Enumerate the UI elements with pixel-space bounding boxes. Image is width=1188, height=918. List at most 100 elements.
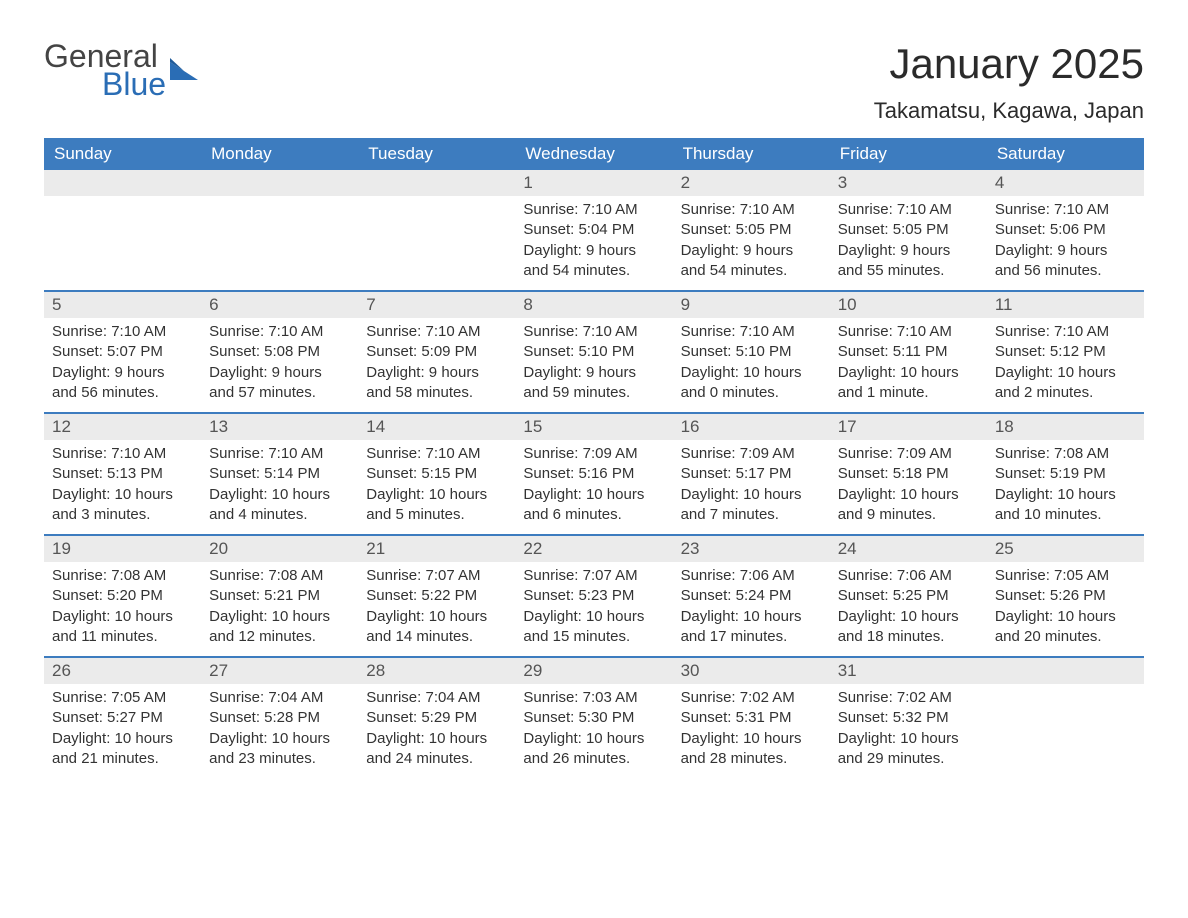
detail-line: Daylight: 10 hours [52,729,193,749]
day-number: 2 [673,170,830,196]
day-details [44,196,201,208]
detail-line: Sunrise: 7:10 AM [838,200,979,220]
detail-line: Sunrise: 7:04 AM [366,688,507,708]
calendar-cell: 31Sunrise: 7:02 AMSunset: 5:32 PMDayligh… [830,658,987,778]
detail-line: Sunrise: 7:09 AM [681,444,822,464]
detail-line: and 12 minutes. [209,627,350,647]
detail-line: Sunset: 5:10 PM [523,342,664,362]
detail-line: Daylight: 10 hours [995,363,1136,383]
detail-line: and 14 minutes. [366,627,507,647]
detail-line: Sunrise: 7:08 AM [52,566,193,586]
logo: General Blue [44,40,198,100]
calendar-cell: 22Sunrise: 7:07 AMSunset: 5:23 PMDayligh… [515,536,672,656]
calendar-cell: 12Sunrise: 7:10 AMSunset: 5:13 PMDayligh… [44,414,201,534]
day-number [201,170,358,196]
detail-line: Sunset: 5:21 PM [209,586,350,606]
day-header: Wednesday [515,138,672,170]
day-number: 30 [673,658,830,684]
day-details: Sunrise: 7:10 AMSunset: 5:10 PMDaylight:… [515,318,672,411]
detail-line: and 56 minutes. [52,383,193,403]
weeks-container: 1Sunrise: 7:10 AMSunset: 5:04 PMDaylight… [44,170,1144,778]
detail-line: Sunrise: 7:06 AM [681,566,822,586]
day-number: 13 [201,414,358,440]
day-number: 27 [201,658,358,684]
calendar-cell: 23Sunrise: 7:06 AMSunset: 5:24 PMDayligh… [673,536,830,656]
detail-line: Sunrise: 7:02 AM [681,688,822,708]
week-row: 12Sunrise: 7:10 AMSunset: 5:13 PMDayligh… [44,412,1144,534]
detail-line: Sunrise: 7:05 AM [995,566,1136,586]
logo-flag-icon [170,58,198,80]
day-number: 23 [673,536,830,562]
day-number: 15 [515,414,672,440]
detail-line: and 56 minutes. [995,261,1136,281]
detail-line: Sunrise: 7:02 AM [838,688,979,708]
day-header: Saturday [987,138,1144,170]
detail-line: Sunset: 5:17 PM [681,464,822,484]
day-details: Sunrise: 7:10 AMSunset: 5:05 PMDaylight:… [673,196,830,289]
calendar-cell: 21Sunrise: 7:07 AMSunset: 5:22 PMDayligh… [358,536,515,656]
detail-line: and 9 minutes. [838,505,979,525]
calendar-cell: 28Sunrise: 7:04 AMSunset: 5:29 PMDayligh… [358,658,515,778]
day-details: Sunrise: 7:02 AMSunset: 5:31 PMDaylight:… [673,684,830,777]
detail-line: Sunrise: 7:10 AM [995,322,1136,342]
calendar-cell: 8Sunrise: 7:10 AMSunset: 5:10 PMDaylight… [515,292,672,412]
title-block: January 2025 Takamatsu, Kagawa, Japan [874,40,1144,124]
detail-line: Sunrise: 7:10 AM [681,322,822,342]
detail-line: Sunrise: 7:10 AM [366,322,507,342]
day-details: Sunrise: 7:02 AMSunset: 5:32 PMDaylight:… [830,684,987,777]
calendar-cell: 25Sunrise: 7:05 AMSunset: 5:26 PMDayligh… [987,536,1144,656]
day-details: Sunrise: 7:10 AMSunset: 5:06 PMDaylight:… [987,196,1144,289]
detail-line: and 29 minutes. [838,749,979,769]
detail-line: Sunset: 5:13 PM [52,464,193,484]
day-details: Sunrise: 7:10 AMSunset: 5:04 PMDaylight:… [515,196,672,289]
month-title: January 2025 [874,40,1144,88]
day-number: 31 [830,658,987,684]
detail-line: and 23 minutes. [209,749,350,769]
calendar-cell: 2Sunrise: 7:10 AMSunset: 5:05 PMDaylight… [673,170,830,290]
detail-line: Sunset: 5:24 PM [681,586,822,606]
calendar-cell: 9Sunrise: 7:10 AMSunset: 5:10 PMDaylight… [673,292,830,412]
detail-line: and 26 minutes. [523,749,664,769]
day-number: 6 [201,292,358,318]
detail-line: Daylight: 9 hours [523,363,664,383]
detail-line: Daylight: 10 hours [366,729,507,749]
calendar-cell: 15Sunrise: 7:09 AMSunset: 5:16 PMDayligh… [515,414,672,534]
logo-word2: Blue [102,68,166,100]
detail-line: Sunrise: 7:10 AM [209,322,350,342]
calendar-cell: 13Sunrise: 7:10 AMSunset: 5:14 PMDayligh… [201,414,358,534]
day-header: Monday [201,138,358,170]
detail-line: Daylight: 9 hours [523,241,664,261]
detail-line: and 11 minutes. [52,627,193,647]
week-row: 26Sunrise: 7:05 AMSunset: 5:27 PMDayligh… [44,656,1144,778]
day-details: Sunrise: 7:10 AMSunset: 5:12 PMDaylight:… [987,318,1144,411]
detail-line: Sunrise: 7:10 AM [995,200,1136,220]
day-number: 12 [44,414,201,440]
detail-line: Sunrise: 7:10 AM [838,322,979,342]
detail-line: Sunset: 5:25 PM [838,586,979,606]
calendar-cell-empty [987,658,1144,778]
detail-line: Sunset: 5:26 PM [995,586,1136,606]
location: Takamatsu, Kagawa, Japan [874,98,1144,124]
detail-line: Sunset: 5:30 PM [523,708,664,728]
day-number: 14 [358,414,515,440]
day-details: Sunrise: 7:08 AMSunset: 5:19 PMDaylight:… [987,440,1144,533]
detail-line: Sunrise: 7:07 AM [366,566,507,586]
calendar-cell: 24Sunrise: 7:06 AMSunset: 5:25 PMDayligh… [830,536,987,656]
day-number: 16 [673,414,830,440]
detail-line: Daylight: 10 hours [681,363,822,383]
detail-line: and 59 minutes. [523,383,664,403]
day-details: Sunrise: 7:05 AMSunset: 5:26 PMDaylight:… [987,562,1144,655]
calendar-cell-empty [358,170,515,290]
day-number: 25 [987,536,1144,562]
day-number: 17 [830,414,987,440]
detail-line: Daylight: 10 hours [523,607,664,627]
day-number: 4 [987,170,1144,196]
day-details [201,196,358,208]
detail-line: Daylight: 10 hours [681,485,822,505]
detail-line: Daylight: 10 hours [838,729,979,749]
calendar-cell: 6Sunrise: 7:10 AMSunset: 5:08 PMDaylight… [201,292,358,412]
detail-line: Sunset: 5:29 PM [366,708,507,728]
detail-line: Daylight: 9 hours [366,363,507,383]
detail-line: Sunset: 5:31 PM [681,708,822,728]
detail-line: Daylight: 10 hours [995,485,1136,505]
